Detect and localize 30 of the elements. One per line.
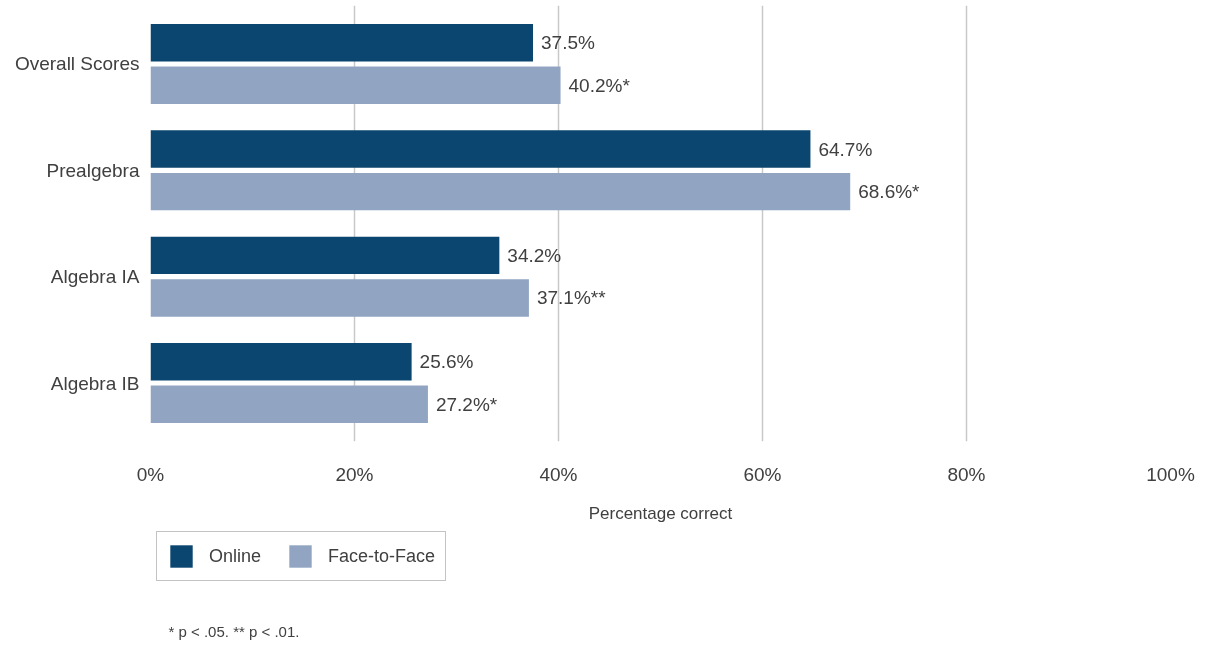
legend-label: Face-to-Face (328, 545, 436, 567)
y-tick-label: Prealgebra (46, 159, 140, 181)
data-label: 64.7% (818, 138, 873, 160)
data-label: 27.2%* (435, 393, 498, 415)
legend-label: Online (209, 545, 262, 567)
x-axis-title: Percentage correct (588, 503, 733, 523)
x-tick-label: 80% (947, 463, 986, 485)
bar (150, 24, 533, 62)
data-label: 68.6%* (858, 181, 921, 203)
bar (150, 236, 500, 275)
y-tick-label: Overall Scores (14, 53, 140, 75)
bar (150, 279, 529, 317)
bar (150, 66, 561, 104)
x-tick-label: 100% (1146, 463, 1195, 485)
y-tick-label: Algebra IA (50, 266, 140, 288)
x-tick-label: 40% (539, 463, 578, 485)
x-tick-label: 20% (335, 463, 374, 485)
y-tick-label: Algebra IB (50, 372, 140, 394)
data-label: 37.5% (541, 32, 595, 54)
bar (150, 130, 811, 168)
data-label: 40.2%* (568, 74, 631, 96)
x-tick-label: 60% (743, 463, 782, 485)
data-label: 34.2% (507, 244, 562, 266)
bar (150, 343, 412, 381)
bar (150, 385, 428, 423)
data-label: 37.1%** (536, 287, 607, 309)
text: * p < .05. ** p < .01. (168, 622, 300, 640)
bar (150, 172, 851, 211)
x-tick-label: 0% (136, 463, 165, 485)
data-label: 25.6% (419, 351, 474, 373)
